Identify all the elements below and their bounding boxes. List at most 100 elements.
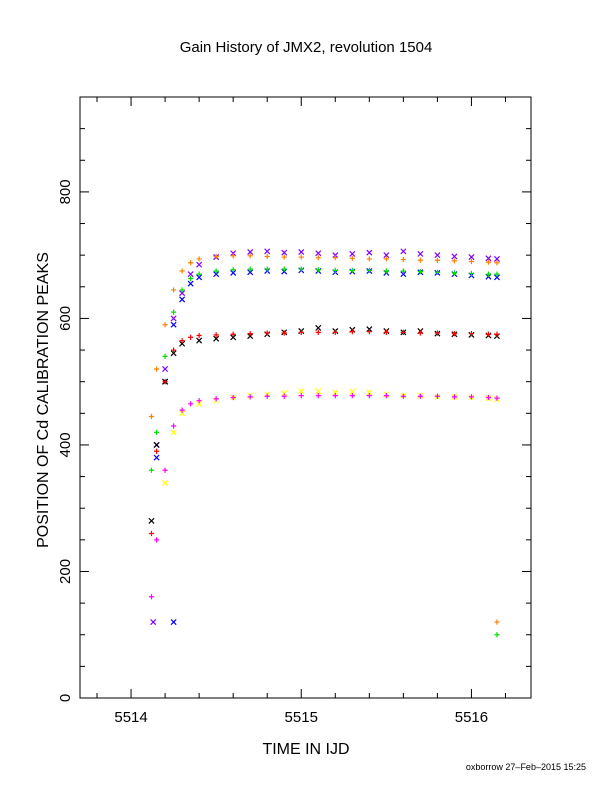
data-point (247, 248, 254, 256)
data-point (451, 270, 458, 276)
data-point (485, 394, 492, 401)
data-point (171, 423, 177, 429)
data-point (179, 296, 186, 303)
data-point (196, 261, 203, 268)
data-point (281, 254, 287, 260)
data-point (170, 315, 177, 322)
data-point (451, 258, 458, 264)
data-point (400, 393, 406, 399)
data-point (153, 429, 160, 435)
data-point (170, 321, 177, 328)
outlier-point (494, 632, 500, 638)
data-point (179, 337, 185, 344)
data-point (298, 329, 304, 335)
data-point (148, 530, 155, 537)
data-point (494, 331, 500, 337)
data-point (230, 334, 237, 341)
data-point (417, 269, 423, 275)
data-point (170, 350, 177, 357)
data-point (264, 330, 270, 336)
data-point (315, 329, 321, 335)
y-axis-label: POSITION OF Cd CALIBRATION PEAKS (35, 252, 52, 548)
data-point (230, 269, 237, 276)
data-point (349, 267, 355, 273)
plot-frame (79, 96, 532, 699)
data-point (366, 249, 373, 256)
series-points (148, 253, 500, 420)
data-point (213, 396, 219, 402)
data-point (298, 248, 305, 256)
data-point (315, 267, 321, 273)
data-point (162, 467, 168, 473)
data-point (281, 390, 288, 397)
series-points (148, 324, 500, 524)
data-point (366, 267, 372, 273)
data-point (179, 407, 185, 413)
data-point (485, 259, 492, 265)
data-point (366, 393, 372, 399)
footer-timestamp: oxborrow 27–Feb–2015 15:25 (466, 762, 586, 772)
y-tick-label: 800 (57, 179, 74, 204)
data-point (153, 366, 160, 372)
y-tick-label: 600 (57, 306, 74, 331)
data-point (196, 271, 202, 277)
data-point (417, 330, 423, 336)
data-point (196, 398, 202, 404)
data-point (468, 331, 475, 337)
data-point (315, 255, 321, 261)
data-point (451, 394, 458, 400)
chart-title: Gain History of JMX2, revolution 1504 (180, 39, 433, 56)
x-axis-label: TIME IN IJD (262, 741, 349, 758)
series-points (148, 329, 500, 537)
data-point (196, 400, 203, 407)
data-point (349, 388, 356, 395)
data-point (434, 252, 441, 259)
data-point (332, 255, 338, 261)
data-point (162, 366, 169, 373)
data-point (196, 332, 202, 339)
data-point (148, 517, 155, 524)
data-point (188, 275, 194, 282)
data-point (196, 256, 202, 262)
data-point (383, 256, 389, 262)
data-point (187, 280, 194, 287)
data-point (494, 260, 500, 266)
data-point (434, 393, 440, 399)
data-point (366, 329, 372, 335)
data-point (153, 454, 160, 461)
data-point (213, 253, 219, 260)
data-point (281, 393, 287, 399)
data-point (162, 479, 169, 486)
data-point (349, 255, 355, 261)
outlier-point (170, 619, 177, 626)
data-point (264, 393, 270, 399)
data-point (400, 271, 407, 278)
data-point (153, 537, 160, 543)
data-point (349, 329, 355, 335)
data-point (332, 393, 338, 399)
data-point (179, 268, 185, 274)
data-point (332, 267, 338, 273)
data-point (366, 256, 372, 262)
y-tick-label: 400 (57, 432, 74, 457)
data-point (247, 266, 253, 272)
data-point (400, 268, 406, 274)
data-point (417, 250, 424, 257)
data-point (383, 329, 389, 335)
data-point (493, 255, 500, 262)
data-point (434, 257, 440, 263)
data-point (485, 331, 492, 337)
data-point (213, 268, 219, 274)
data-point (281, 249, 288, 256)
data-point (281, 266, 287, 272)
data-point (485, 255, 492, 262)
data-point (451, 331, 458, 337)
data-point (383, 252, 390, 259)
series-points (148, 393, 500, 600)
data-point (247, 269, 254, 276)
data-point (298, 393, 304, 399)
data-point (171, 347, 177, 353)
data-point (468, 394, 475, 400)
data-point (179, 290, 186, 297)
data-point (213, 271, 220, 278)
